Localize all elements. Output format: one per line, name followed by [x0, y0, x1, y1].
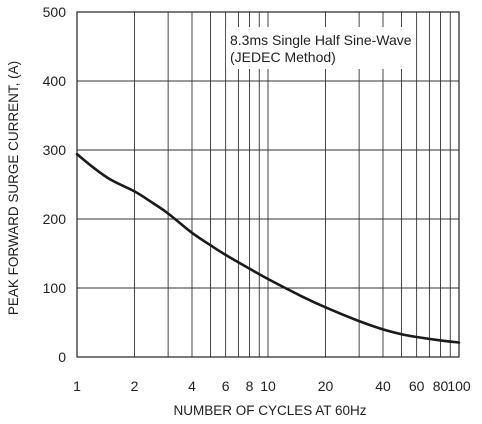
- y-tick-label: 400: [43, 73, 67, 89]
- x-axis-title: NUMBER OF CYCLES AT 60Hz: [173, 403, 366, 418]
- x-tick-label: 60: [409, 378, 425, 394]
- y-tick-label: 0: [58, 349, 66, 365]
- x-tick-label: 80: [433, 378, 449, 394]
- annotation-line-1: 8.3ms Single Half Sine-Wave: [230, 32, 412, 48]
- series-group: [75, 152, 461, 344]
- annotation-background: [226, 27, 416, 69]
- annotation: 8.3ms Single Half Sine-Wave (JEDEC Metho…: [226, 27, 416, 69]
- surge-current-curve: [75, 152, 461, 344]
- y-tick-label: 200: [43, 211, 67, 227]
- x-tick-label: 100: [447, 378, 471, 394]
- annotation-line-2: (JEDEC Method): [230, 49, 336, 65]
- y-tick-label: 300: [43, 142, 67, 158]
- y-tick-label: 500: [43, 4, 67, 20]
- y-tick-labels: 0 100 200 300 400 500: [43, 4, 67, 365]
- x-tick-label: 20: [318, 378, 334, 394]
- x-tick-label: 2: [131, 378, 139, 394]
- x-tick-label: 40: [375, 378, 391, 394]
- x-tick-label: 8: [246, 378, 254, 394]
- y-tick-label: 100: [43, 280, 67, 296]
- x-tick-label: 1: [73, 378, 81, 394]
- x-tick-label: 4: [188, 378, 196, 394]
- x-tick-label: 10: [260, 378, 276, 394]
- x-tick-label: 6: [222, 378, 230, 394]
- grid: [77, 12, 459, 357]
- x-tick-labels: 1 2 4 6 8 10 20 40 60 80 100: [73, 378, 471, 394]
- y-axis-title: PEAK FORWARD SURGE CURRENT, (A): [6, 61, 21, 315]
- plot-frame: [76, 11, 460, 358]
